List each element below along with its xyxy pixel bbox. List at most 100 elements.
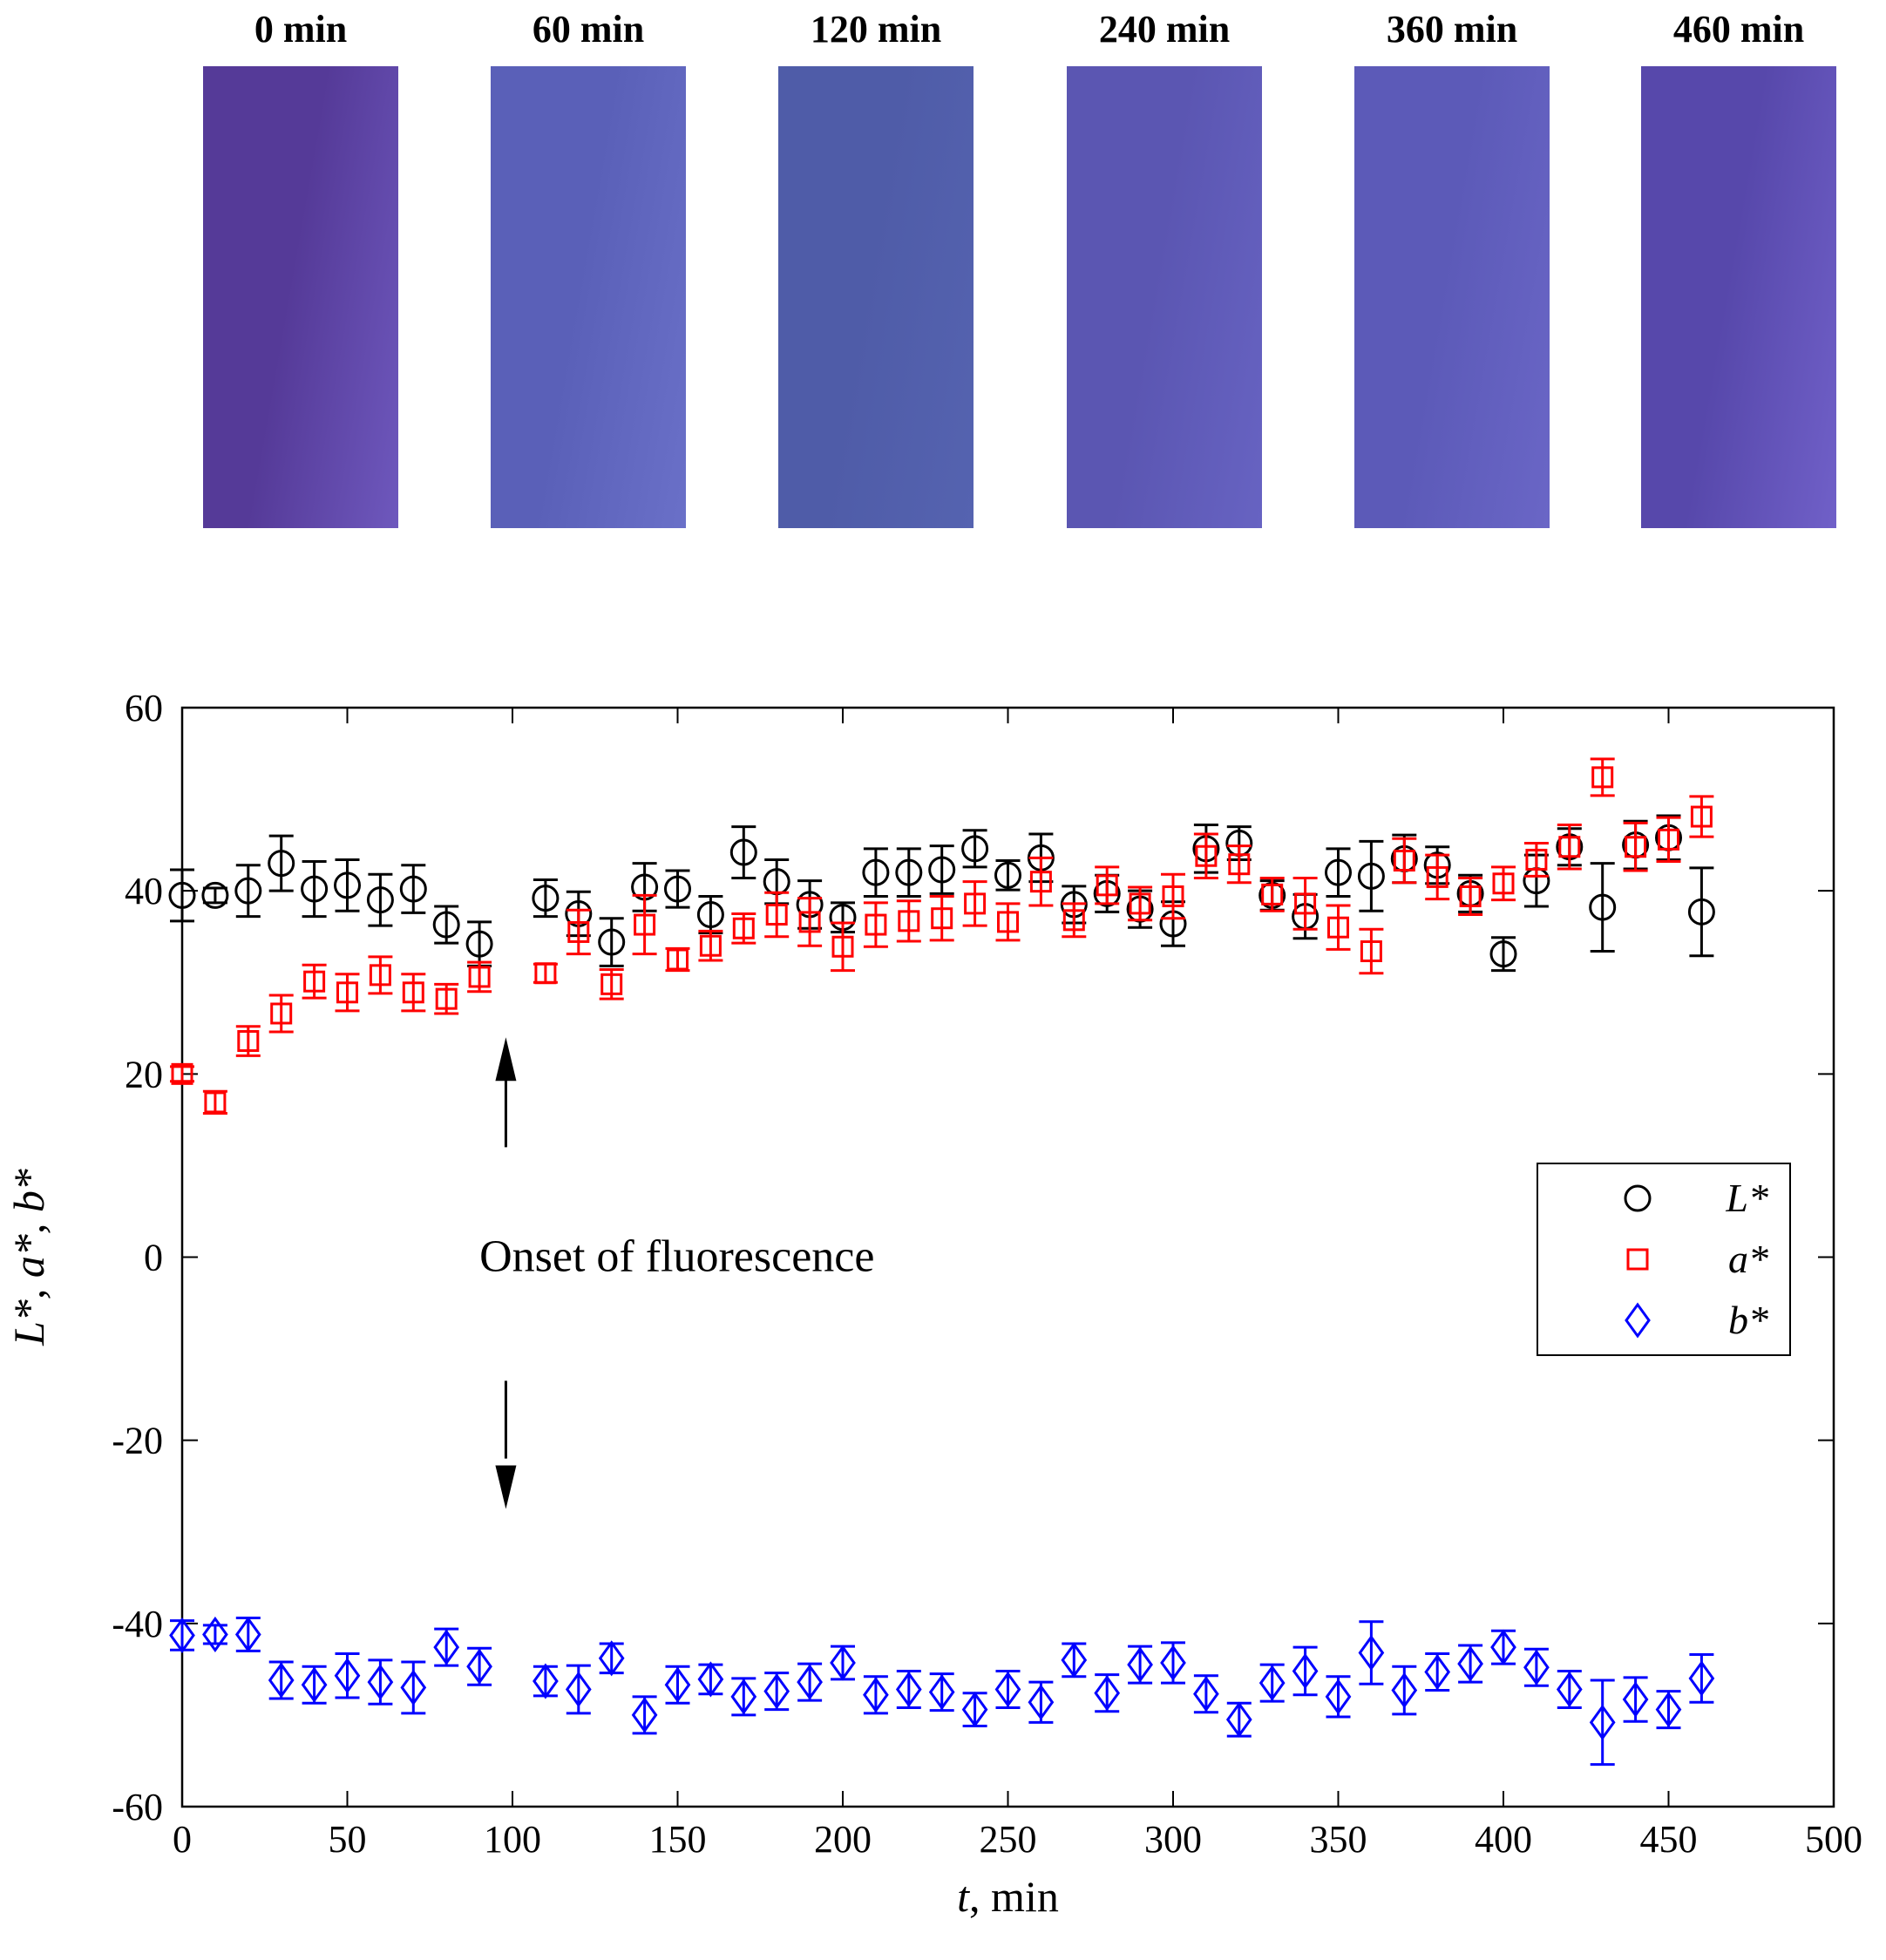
data-point (763, 1673, 790, 1710)
data-point (1424, 1653, 1451, 1691)
series-layer (168, 757, 1715, 1767)
data-point (1325, 858, 1352, 886)
data-point (1589, 893, 1617, 921)
data-point (1096, 874, 1118, 897)
swatch-label: 120 min (810, 8, 942, 51)
data-point (598, 1640, 625, 1677)
data-point (732, 917, 755, 939)
data-point (169, 1617, 195, 1654)
data-point (1690, 805, 1713, 828)
data-point (1357, 862, 1385, 890)
data-point (865, 913, 887, 936)
y-tick-label: -60 (112, 1786, 163, 1828)
data-point (1162, 885, 1184, 907)
axes: 0 50 100 150 200 250 300 350 400 450 500 -60 -40 -20 0… (4, 687, 1862, 1921)
data-point (1525, 848, 1548, 871)
legend-label: b* (1728, 1298, 1768, 1342)
legend-marker (1625, 1302, 1651, 1339)
data-point (1556, 1671, 1583, 1708)
data-point (204, 1091, 227, 1114)
y-tick-label: 20 (125, 1053, 163, 1095)
data-point (1523, 1649, 1550, 1685)
data-point (1489, 940, 1517, 968)
data-point (301, 1666, 328, 1703)
data-point (831, 935, 854, 958)
data-point (862, 858, 890, 886)
data-point (303, 970, 326, 993)
data-point (567, 920, 590, 943)
data-point (565, 1671, 592, 1708)
data-point (931, 907, 953, 930)
data-point (534, 962, 557, 985)
swatch-label: 0 min (254, 8, 348, 51)
data-point (367, 1664, 394, 1700)
data-point (1358, 1634, 1385, 1672)
data-point (171, 1062, 193, 1085)
data-point (202, 1616, 228, 1653)
x-tick-label: 100 (484, 1818, 541, 1861)
data-point (533, 1663, 559, 1699)
data-point (268, 1662, 295, 1699)
data-point (898, 910, 920, 933)
data-point (664, 875, 691, 903)
data-point (765, 903, 788, 926)
data-point (1459, 885, 1482, 907)
data-point (634, 913, 656, 936)
data-point (600, 973, 623, 995)
data-point (301, 875, 329, 903)
data-point (1558, 836, 1581, 858)
x-tick-label: 250 (980, 1818, 1037, 1861)
data-point (1028, 1684, 1055, 1720)
legend-label: a* (1728, 1237, 1768, 1281)
data-point (830, 1645, 856, 1681)
data-point (1360, 940, 1382, 963)
data-point (664, 1666, 691, 1703)
data-point (1195, 844, 1218, 867)
data-point (334, 871, 361, 899)
data-point (1589, 1704, 1616, 1740)
data-point (598, 928, 626, 956)
data-point (1393, 849, 1415, 871)
x-tick-label: 350 (1310, 1818, 1367, 1861)
x-tick-label: 0 (173, 1818, 192, 1861)
data-point (730, 1679, 757, 1715)
data-point (435, 987, 458, 1010)
data-point (466, 1648, 492, 1685)
data-point (961, 835, 989, 863)
annotation-text: Onset of fluorescence (479, 1232, 874, 1282)
data-point (336, 981, 358, 1004)
data-point (1426, 865, 1448, 888)
swatch-image (778, 66, 974, 528)
x-tick-label: 450 (1640, 1818, 1698, 1861)
y-tick-label: 40 (125, 870, 163, 912)
data-point (798, 911, 821, 933)
data-point (1127, 1646, 1153, 1683)
swatch-label: 460 min (1672, 8, 1805, 51)
legend: L* a* b* (1537, 1163, 1791, 1356)
data-point (1391, 1672, 1418, 1709)
data-point (1688, 1660, 1715, 1697)
annotation-layer: Onset of fluorescence (479, 1037, 874, 1509)
data-point (1129, 892, 1151, 915)
data-point (994, 861, 1021, 889)
legend-marker (1624, 1184, 1652, 1212)
data-point (237, 1030, 260, 1053)
data-point (234, 1616, 261, 1653)
data-point (399, 875, 427, 903)
y-tick-label: -40 (112, 1603, 163, 1645)
series-2 (169, 1616, 1715, 1767)
data-point (863, 1677, 889, 1713)
y-axis-label: L*, a*, b* (4, 1169, 53, 1346)
data-point (964, 892, 987, 915)
data-point (1061, 1642, 1088, 1679)
x-tick-label: 300 (1144, 1818, 1202, 1861)
data-point (928, 1674, 955, 1711)
data-point (369, 964, 391, 987)
data-point (1625, 836, 1647, 858)
data-point (468, 966, 491, 988)
legend-box (1537, 1163, 1791, 1356)
data-point (1687, 898, 1715, 926)
data-point (268, 850, 295, 878)
x-tick-label: 200 (814, 1818, 872, 1861)
